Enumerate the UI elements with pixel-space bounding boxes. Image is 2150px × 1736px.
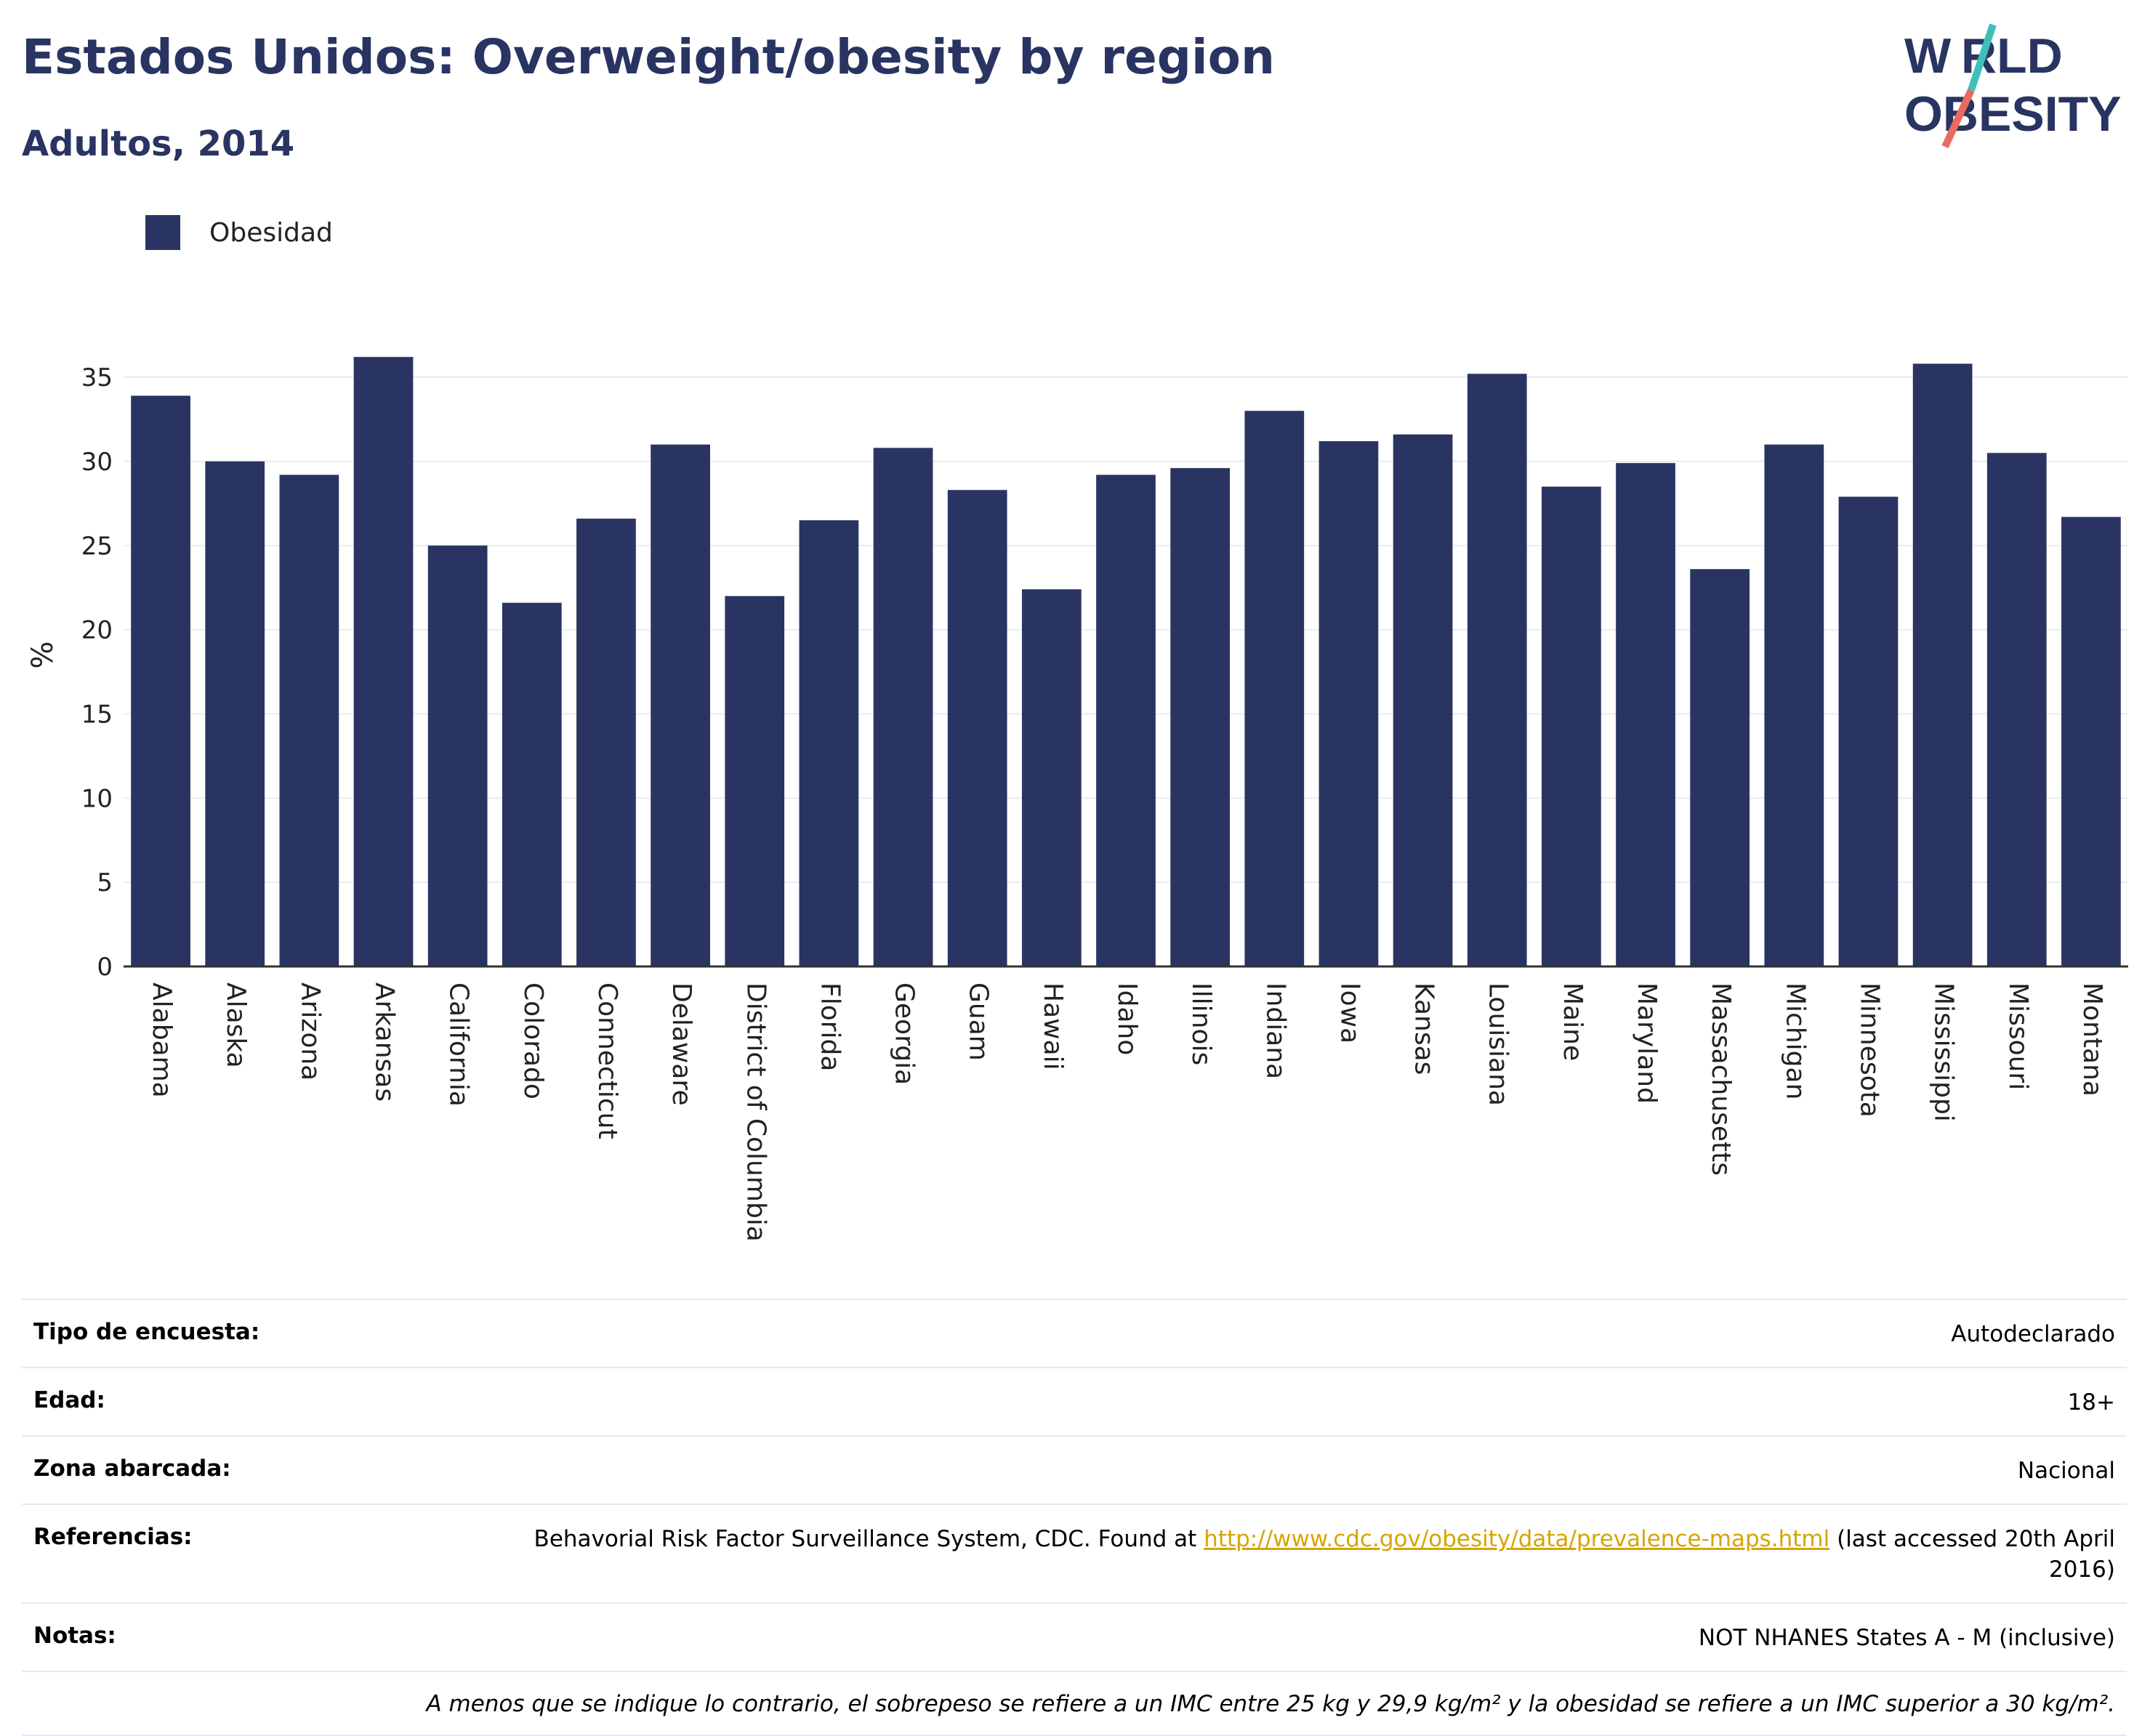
- bar-louisiana[interactable]: [1467, 374, 1527, 966]
- y-tick-label: 5: [97, 868, 113, 897]
- x-tick-label: Maine: [1558, 982, 1587, 1061]
- legend-label-obesidad: Obesidad: [209, 217, 333, 248]
- meta-row-area: Zona abarcada: Nacional: [22, 1435, 2127, 1503]
- bar-illinois[interactable]: [1170, 468, 1231, 966]
- meta-value: Behavorial Risk Factor Surveillance Syst…: [516, 1524, 2115, 1585]
- x-tick-label: Mississippi: [1929, 982, 1959, 1122]
- x-tick-label: District of Columbia: [741, 982, 770, 1242]
- meta-key: Tipo de encuesta:: [33, 1319, 260, 1345]
- x-tick-label: Illinois: [1186, 982, 1216, 1065]
- meta-key: Zona abarcada:: [33, 1456, 231, 1482]
- bar-idaho[interactable]: [1096, 475, 1156, 966]
- bar-chart: 0 5 10 15 20 25 30 35% Alabama Alaska Arizona Arkan…: [26, 357, 2128, 1242]
- bar-mississippi[interactable]: [1912, 363, 1973, 966]
- bar-colorado[interactable]: [502, 602, 562, 966]
- legend-swatch-obesidad: [145, 215, 180, 250]
- x-tick-label: Georgia: [890, 982, 919, 1085]
- y-tick-label: 35: [81, 363, 113, 392]
- y-tick-label: 0: [97, 953, 113, 982]
- bar-michigan[interactable]: [1764, 444, 1824, 966]
- reference-text: Behavorial Risk Factor Surveillance Syst…: [534, 1526, 1204, 1552]
- bar-alabama[interactable]: [131, 395, 190, 966]
- metadata-table: Tipo de encuesta: Autodeclarado Edad: 18…: [22, 1299, 2127, 1736]
- meta-row-survey: Tipo de encuesta: Autodeclarado: [22, 1299, 2127, 1367]
- x-tick-label: Delaware: [667, 982, 696, 1106]
- bar-california[interactable]: [427, 545, 488, 966]
- bar-arizona[interactable]: [279, 475, 339, 966]
- x-tick-label: Hawaii: [1038, 982, 1068, 1070]
- bar-maine[interactable]: [1542, 486, 1601, 966]
- meta-key: Edad:: [33, 1387, 105, 1413]
- reference-link[interactable]: http://www.cdc.gov/obesity/data/prevalen…: [1204, 1526, 1830, 1552]
- svg-text:W: W: [1904, 28, 1952, 84]
- x-tick-label: Missouri: [2003, 982, 2033, 1090]
- x-tick-label: Massachusetts: [1706, 982, 1736, 1176]
- bar-minnesota[interactable]: [1838, 496, 1899, 966]
- y-tick-label: 10: [81, 784, 113, 813]
- x-tick-label: Arizona: [295, 982, 325, 1081]
- bar-alaska[interactable]: [205, 461, 265, 966]
- world-obesity-logo: W RLD OBESITY: [1904, 23, 2122, 149]
- x-tick-label: Maryland: [1632, 982, 1662, 1104]
- bar-hawaii[interactable]: [1021, 589, 1082, 966]
- x-tick-label: Michigan: [1780, 982, 1810, 1099]
- meta-key: Notas:: [33, 1623, 116, 1649]
- meta-value: Nacional: [2017, 1458, 2115, 1484]
- x-tick-label: Alaska: [221, 982, 251, 1068]
- meta-value: Autodeclarado: [1951, 1321, 2115, 1347]
- chart-legend[interactable]: Obesidad: [145, 215, 333, 250]
- footnote: A menos que se indique lo contrario, el …: [22, 1671, 2127, 1736]
- bar-arkansas[interactable]: [353, 357, 414, 967]
- x-tick-label: Louisiana: [1483, 982, 1513, 1106]
- x-tick-label: Idaho: [1112, 982, 1142, 1055]
- y-tick-label: 15: [81, 700, 113, 729]
- meta-row-age: Edad: 18+: [22, 1367, 2127, 1435]
- bar-massachusetts[interactable]: [1690, 569, 1750, 966]
- meta-row-notes: Notas: NOT NHANES States A - M (inclusiv…: [22, 1602, 2127, 1671]
- chart-subtitle: Adultos, 2014: [22, 124, 295, 164]
- y-tick-label: 30: [81, 448, 113, 477]
- x-tick-label: Colorado: [518, 982, 548, 1099]
- bar-georgia[interactable]: [873, 448, 933, 966]
- meta-row-references: Referencias: Behavorial Risk Factor Surv…: [22, 1503, 2127, 1602]
- y-tick-label: 20: [81, 616, 113, 645]
- bar-indiana[interactable]: [1244, 411, 1305, 966]
- bar-guam[interactable]: [947, 490, 1007, 966]
- bar-delaware[interactable]: [651, 444, 710, 966]
- x-tick-label: Connecticut: [592, 982, 622, 1139]
- bar-maryland[interactable]: [1616, 463, 1675, 966]
- x-tick-label: Arkansas: [370, 982, 400, 1102]
- y-tick-label: 25: [81, 532, 113, 561]
- x-tick-label: Minnesota: [1854, 982, 1884, 1118]
- bar-iowa[interactable]: [1318, 441, 1379, 966]
- reference-text-after: (last accessed 20th April 2016): [1829, 1526, 2115, 1583]
- meta-value: 18+: [2067, 1389, 2115, 1416]
- bar-missouri[interactable]: [1986, 453, 2047, 966]
- meta-key: Referencias:: [33, 1524, 193, 1550]
- x-tick-label: California: [444, 982, 474, 1107]
- x-tick-label: Kansas: [1409, 982, 1439, 1075]
- x-tick-label: Guam: [964, 982, 994, 1061]
- bar-district-of-columbia[interactable]: [725, 596, 785, 966]
- y-axis-label: %: [26, 641, 60, 669]
- x-tick-label: Alabama: [147, 982, 177, 1098]
- x-tick-label: Montana: [2077, 982, 2107, 1097]
- x-tick-label: Florida: [815, 982, 845, 1071]
- bar-florida[interactable]: [799, 520, 859, 966]
- chart-title: Estados Unidos: Overweight/obesity by re…: [22, 29, 1275, 85]
- bar-kansas[interactable]: [1393, 434, 1453, 966]
- x-tick-label: Iowa: [1334, 982, 1364, 1043]
- meta-value: NOT NHANES States A - M (inclusive): [1698, 1625, 2115, 1651]
- svg-text:OBESITY: OBESITY: [1904, 86, 2122, 142]
- bar-connecticut[interactable]: [576, 518, 636, 966]
- bar-montana[interactable]: [2061, 517, 2121, 966]
- x-tick-label: Indiana: [1260, 982, 1290, 1079]
